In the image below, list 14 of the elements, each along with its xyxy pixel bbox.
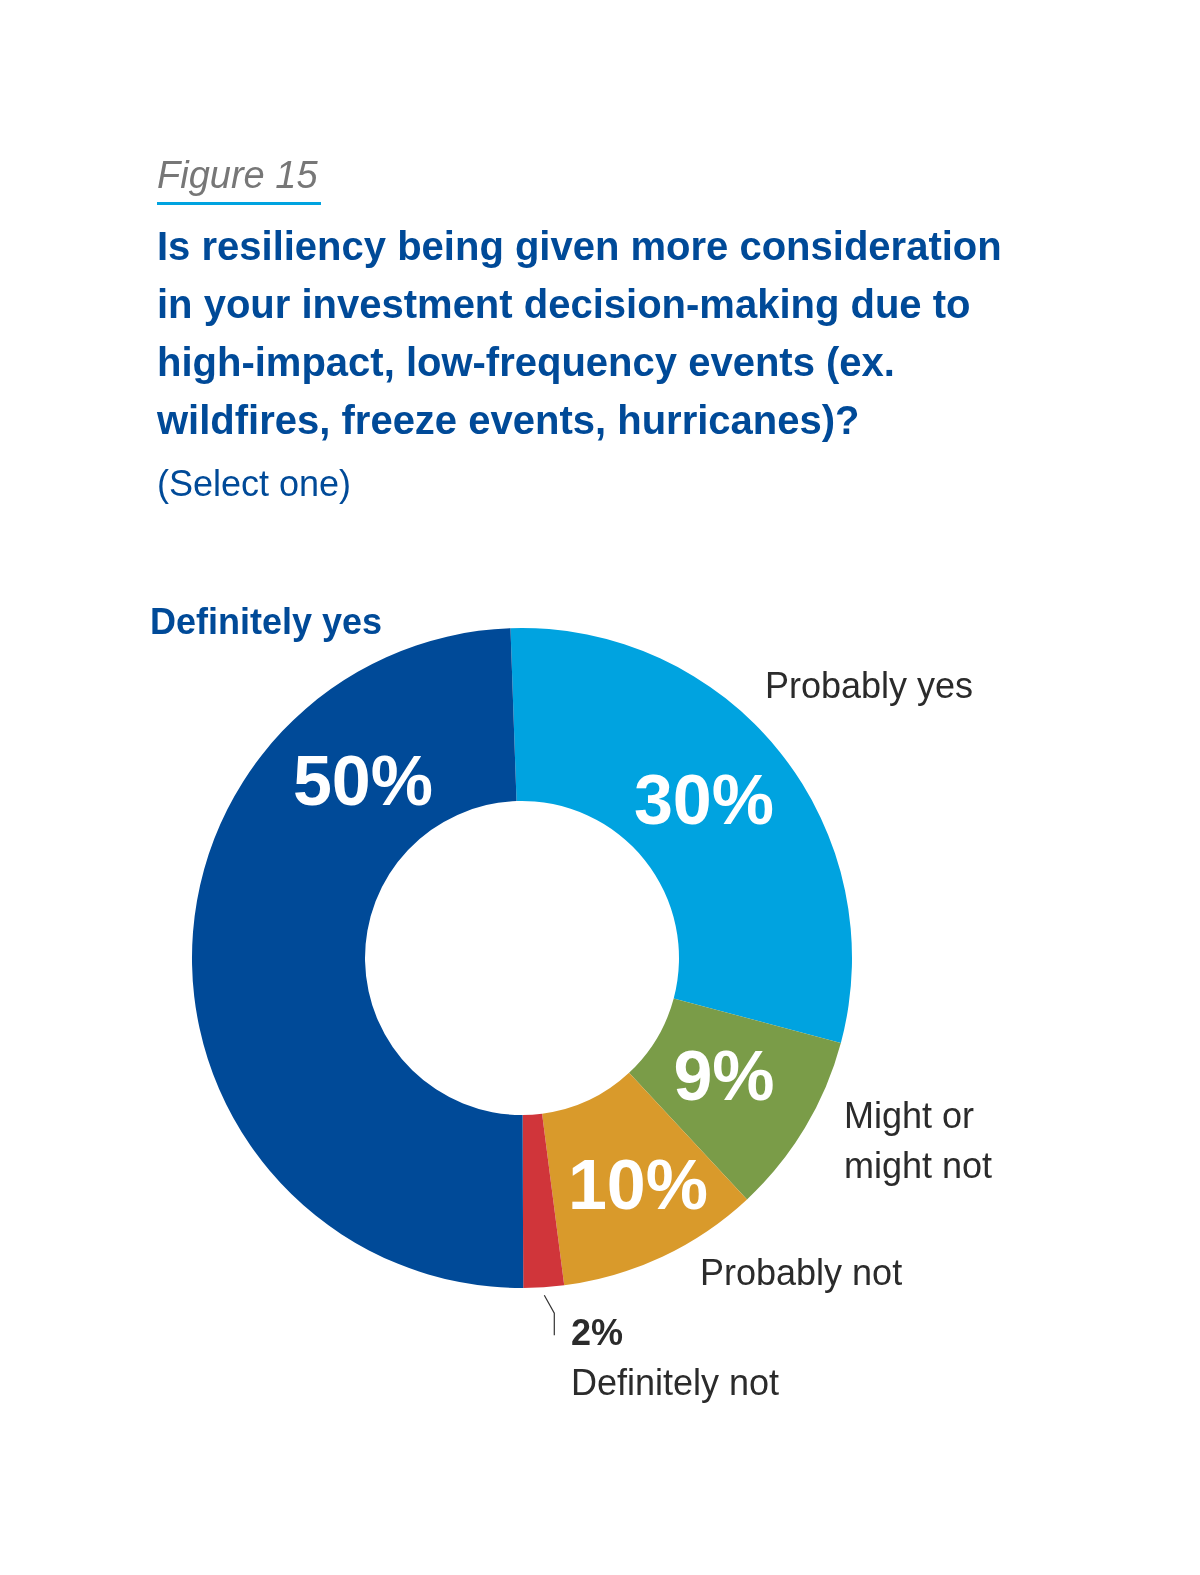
- data-label: 9%: [673, 1037, 775, 1115]
- slice-label: Might or might not: [844, 1095, 993, 1186]
- chart-title: Is resiliency being given more consideration in your investment decision-making due to high-impact, low-frequency events (ex. wildfires, freeze events, hurricanes)?: [156, 224, 1002, 442]
- data-label: 2%: [571, 1312, 624, 1353]
- data-label: 50%: [292, 742, 434, 820]
- slice-label: Definitely yes: [150, 601, 383, 642]
- chart-subtitle: (Select one): [157, 463, 352, 504]
- donut-slice: [522, 1113, 565, 1288]
- slice-label: Definitely not: [571, 1362, 780, 1403]
- data-label: 10%: [567, 1146, 709, 1224]
- data-label: 30%: [633, 761, 775, 839]
- caption: Figure 15: [157, 154, 319, 196]
- slice-label: Probably yes: [765, 665, 974, 706]
- slice-label: Probably not: [700, 1252, 903, 1293]
